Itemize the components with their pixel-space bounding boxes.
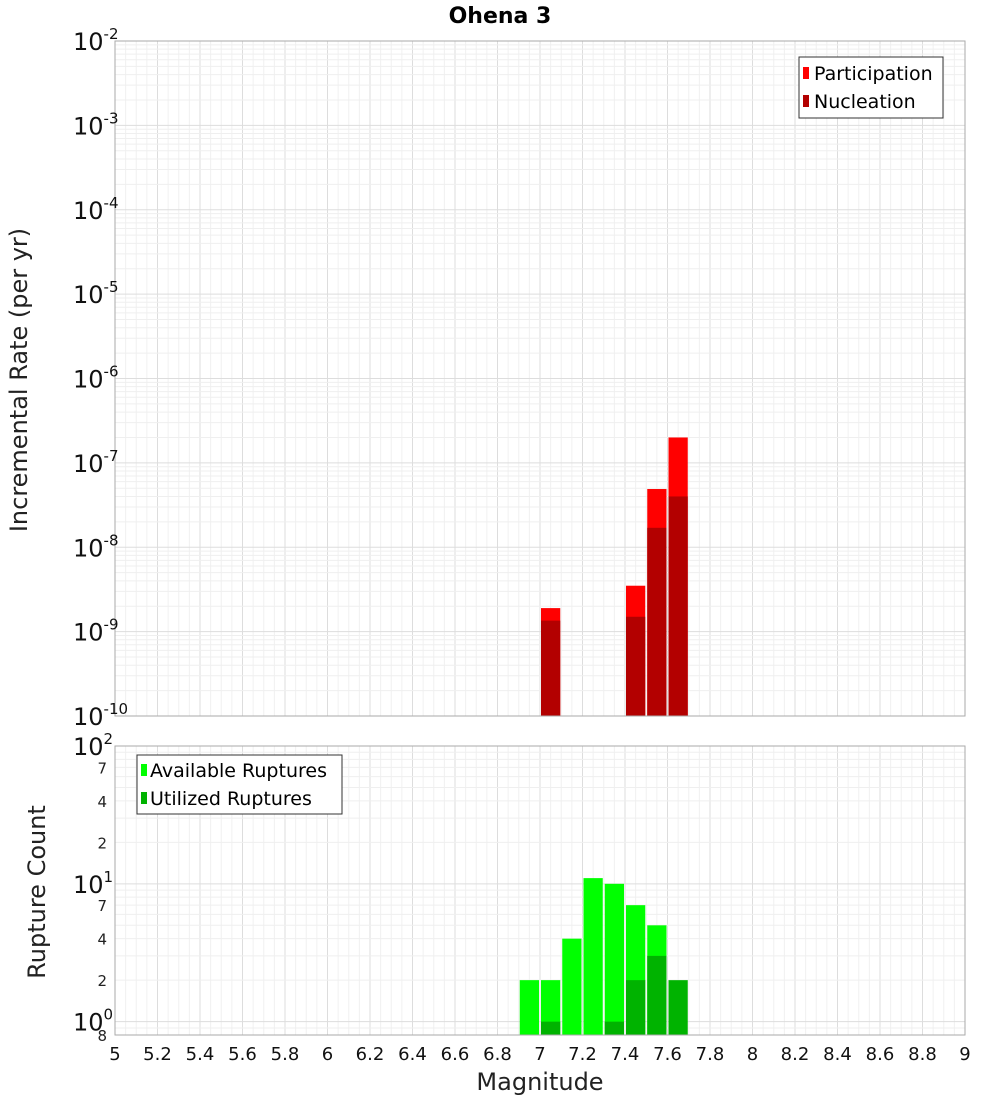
top-plot-grid xyxy=(114,41,966,717)
y-tick-label: 10-6 xyxy=(73,363,119,394)
y-tick-label: 10-8 xyxy=(73,531,119,562)
top-y-ticks: 10-2 10-3 10-4 10-5 10-6 10-7 10-8 10-9 10-10 xyxy=(73,25,128,731)
bar-nucleation xyxy=(668,496,688,716)
x-tick-label: 6.4 xyxy=(398,1044,427,1065)
bottom-y-ticks: 102 101 100 7 4 2 7 4 2 8 xyxy=(73,730,113,1045)
bottom-legend: Available Ruptures Utilized Ruptures xyxy=(136,754,343,815)
bar-utilized-ruptures xyxy=(604,1021,624,1035)
x-tick-label: 7.8 xyxy=(696,1044,725,1065)
y-minor-tick-label: 7 xyxy=(97,897,107,915)
x-tick-label: 8.6 xyxy=(866,1044,895,1065)
y-tick-label: 10-4 xyxy=(73,194,119,225)
x-tick-label: 5.8 xyxy=(271,1044,300,1065)
x-tick-label: 5.4 xyxy=(186,1044,215,1065)
bar-available-ruptures xyxy=(583,878,603,1035)
chart-title: Ohena 3 xyxy=(449,4,552,29)
bar-available-ruptures xyxy=(541,980,561,1035)
legend-label-nucleation: Nucleation xyxy=(814,91,916,113)
top-legend-box xyxy=(798,56,944,119)
y-minor-tick-label: 2 xyxy=(97,834,107,852)
x-tick-label: 5 xyxy=(109,1044,120,1065)
y-tick-label: 100 xyxy=(73,1006,113,1037)
y-tick-label: 10-9 xyxy=(73,616,119,647)
legend-swatch-participation xyxy=(803,67,809,79)
bottom-plot-bars xyxy=(519,878,688,1035)
legend-swatch-utilized-ruptures xyxy=(141,792,147,804)
y-minor-tick-label: 4 xyxy=(97,931,107,949)
bar-utilized-ruptures xyxy=(647,955,667,1035)
bar-utilized-ruptures xyxy=(626,980,646,1035)
x-tick-label: 6 xyxy=(322,1044,333,1065)
bottom-legend-box xyxy=(136,754,343,815)
bottom-plot-frame xyxy=(114,745,966,1036)
top-legend: Participation Nucleation xyxy=(798,56,944,119)
legend-swatch-nucleation xyxy=(803,95,809,107)
y-tick-label: 102 xyxy=(73,730,113,761)
legend-label-utilized-ruptures: Utilized Ruptures xyxy=(150,788,312,810)
bar-nucleation xyxy=(647,527,667,716)
x-tick-label: 7.6 xyxy=(653,1044,682,1065)
y-tick-label: 10-3 xyxy=(73,109,119,140)
x-tick-label: 7 xyxy=(534,1044,545,1065)
legend-swatch-available-ruptures xyxy=(141,764,147,776)
legend-label-available-ruptures: Available Ruptures xyxy=(150,760,327,782)
x-tick-label: 5.2 xyxy=(143,1044,172,1065)
bottom-y-axis-label: Rupture Count xyxy=(23,805,51,979)
x-tick-label: 8.8 xyxy=(908,1044,937,1065)
x-tick-label: 6.8 xyxy=(483,1044,512,1065)
top-y-axis-label: Incremental Rate (per yr) xyxy=(5,228,33,532)
bar-utilized-ruptures xyxy=(668,980,688,1035)
x-tick-label: 7.4 xyxy=(611,1044,640,1065)
bar-available-ruptures xyxy=(519,980,539,1035)
legend-label-participation: Participation xyxy=(814,63,933,85)
x-ticks: 5 5.2 5.4 5.6 5.8 6 6.2 6.4 6.6 6.8 7 7.2 7.4 7.6 7.8 8… xyxy=(109,1044,970,1065)
y-tick-label: 10-10 xyxy=(73,700,128,731)
x-tick-label: 8.2 xyxy=(781,1044,810,1065)
bar-nucleation xyxy=(541,620,561,716)
x-tick-label: 6.6 xyxy=(441,1044,470,1065)
y-minor-tick-label: 2 xyxy=(97,972,107,990)
y-tick-label: 10-7 xyxy=(73,447,119,478)
y-tick-label: 101 xyxy=(73,868,113,899)
bar-nucleation xyxy=(626,616,646,716)
bar-available-ruptures xyxy=(562,938,582,1035)
x-tick-label: 5.6 xyxy=(228,1044,257,1065)
top-plot-frame xyxy=(114,40,966,717)
bar-utilized-ruptures xyxy=(541,1021,561,1035)
y-minor-tick-label: 4 xyxy=(97,793,107,811)
x-tick-label: 6.2 xyxy=(356,1044,385,1065)
x-tick-label: 8 xyxy=(747,1044,758,1065)
bar-available-ruptures xyxy=(604,883,624,1035)
x-tick-label: 7.2 xyxy=(568,1044,597,1065)
y-minor-tick-label: 8 xyxy=(97,1027,107,1045)
x-tick-label: 8.4 xyxy=(823,1044,852,1065)
top-plot-bars xyxy=(541,437,688,716)
x-axis-label: Magnitude xyxy=(476,1068,603,1096)
y-minor-tick-label: 7 xyxy=(97,759,107,777)
x-tick-label: 9 xyxy=(959,1044,970,1065)
y-tick-label: 10-2 xyxy=(73,25,119,56)
y-tick-label: 10-5 xyxy=(73,278,119,309)
